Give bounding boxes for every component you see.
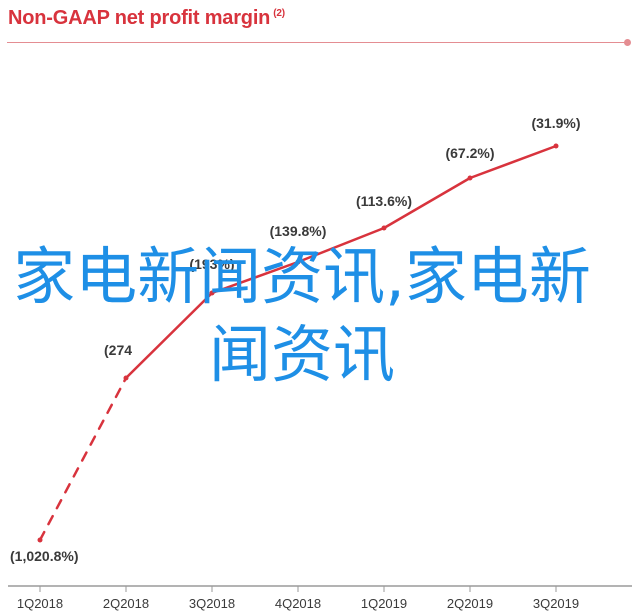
x-tick-label: 1Q2019 bbox=[361, 596, 407, 611]
data-label: (113.6%) bbox=[356, 193, 412, 209]
x-tick-label: 3Q2019 bbox=[533, 596, 579, 611]
x-tick-label: 2Q2018 bbox=[103, 596, 149, 611]
data-label: (1,020.8%) bbox=[10, 548, 78, 564]
chart-title: Non-GAAP net profit margin (2) bbox=[8, 7, 285, 30]
chart-title-text: Non-GAAP net profit margin bbox=[8, 7, 271, 29]
data-label: (139.8%) bbox=[270, 223, 327, 239]
data-label: (31.9%) bbox=[531, 115, 580, 131]
line-segment bbox=[382, 176, 472, 230]
x-tick-label: 1Q2018 bbox=[17, 596, 63, 611]
data-point bbox=[37, 537, 43, 543]
title-divider bbox=[7, 42, 627, 43]
data-point bbox=[123, 375, 129, 381]
line-segment bbox=[468, 144, 558, 180]
data-label: (274 bbox=[104, 342, 132, 358]
x-tick-label: 2Q2019 bbox=[447, 596, 493, 611]
chart-title-footnote: (2) bbox=[273, 8, 285, 20]
data-point bbox=[381, 225, 387, 231]
data-point bbox=[209, 290, 215, 296]
line-segment bbox=[296, 226, 386, 264]
title-divider-end-dot bbox=[624, 39, 631, 46]
line-segment bbox=[124, 291, 214, 380]
line-segment bbox=[210, 260, 300, 295]
data-point bbox=[467, 175, 473, 181]
data-label: (193%) bbox=[189, 256, 234, 272]
line-segment-dashed bbox=[38, 376, 128, 542]
data-point bbox=[295, 259, 301, 265]
x-tick-label: 4Q2018 bbox=[275, 596, 321, 611]
x-tick-label: 3Q2018 bbox=[189, 596, 235, 611]
data-point bbox=[553, 143, 559, 149]
data-label: (67.2%) bbox=[445, 145, 494, 161]
